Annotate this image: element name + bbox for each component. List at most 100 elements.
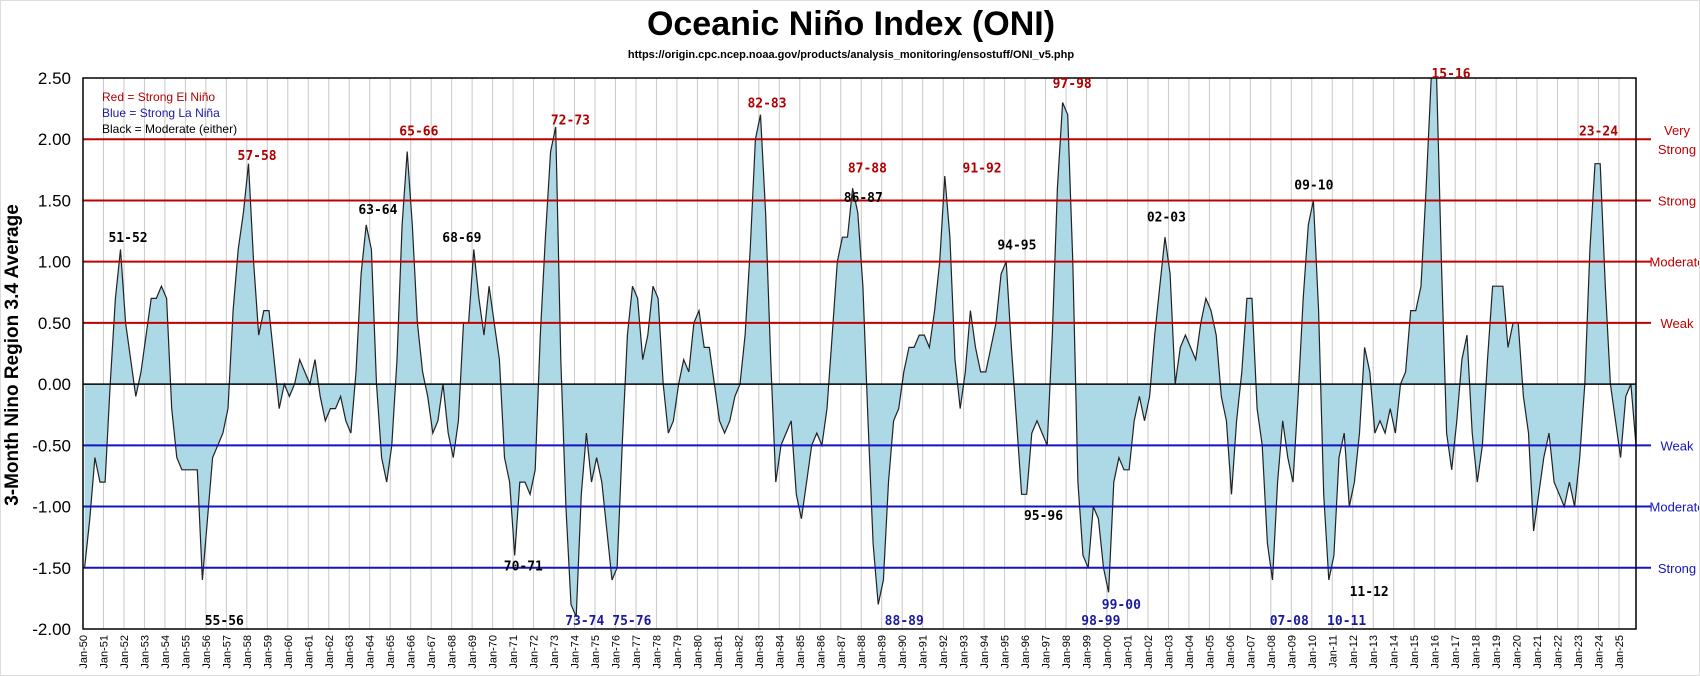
x-tick-label: Jan-72: [529, 635, 541, 669]
x-tick-label: Jan-19: [1491, 635, 1503, 669]
x-tick-label: Jan-70: [488, 635, 500, 669]
threshold-label: Weak: [1661, 438, 1694, 453]
x-tick-label: Jan-97: [1041, 635, 1053, 669]
x-tick-label: Jan-81: [713, 635, 725, 669]
x-tick-label: Jan-23: [1573, 635, 1585, 669]
x-tick-label: Jan-99: [1082, 635, 1094, 669]
y-tick-label: 2.00: [38, 130, 71, 149]
event-label: 75-76: [612, 614, 651, 629]
event-label: 11-12: [1350, 585, 1389, 600]
y-tick-label: 1.50: [38, 191, 71, 210]
x-tick-label: Jan-76: [610, 635, 622, 669]
event-label: 98-99: [1081, 614, 1120, 629]
x-tick-label: Jan-22: [1553, 635, 1565, 669]
x-tick-label: Jan-11: [1327, 635, 1339, 668]
x-tick-label: Jan-93: [959, 635, 971, 669]
x-tick-label: Jan-01: [1122, 635, 1134, 669]
event-label: 51-52: [108, 231, 147, 246]
x-tick-label: Jan-07: [1245, 635, 1257, 669]
x-tick-label: Jan-79: [672, 635, 684, 669]
x-tick-label: Jan-90: [897, 635, 909, 669]
x-tick-label: Jan-18: [1471, 635, 1483, 669]
x-tick-label: Jan-15: [1409, 635, 1421, 669]
x-tick-label: Jan-10: [1307, 635, 1319, 669]
event-label: 10-11: [1327, 614, 1366, 629]
x-tick-label: Jan-04: [1184, 635, 1196, 669]
x-tick-label: Jan-92: [938, 635, 950, 669]
x-tick-label: Jan-25: [1614, 635, 1626, 669]
event-label: 55-56: [205, 614, 244, 629]
x-tick-label: Jan-59: [262, 635, 274, 669]
event-label: 82-83: [747, 96, 786, 111]
x-tick-label: Jan-86: [815, 635, 827, 669]
event-label: 09-10: [1294, 179, 1333, 194]
event-label: 99-00: [1102, 598, 1141, 613]
x-tick-label: Jan-09: [1286, 635, 1298, 669]
event-label: 07-08: [1270, 614, 1309, 629]
x-tick-label: Jan-14: [1389, 635, 1401, 669]
x-tick-label: Jan-58: [242, 635, 254, 669]
x-tick-label: Jan-80: [692, 635, 704, 669]
x-tick-label: Jan-95: [1000, 635, 1012, 669]
x-tick-label: Jan-60: [283, 635, 295, 669]
x-tick-label: Jan-24: [1594, 635, 1606, 669]
x-tick-label: Jan-63: [344, 635, 356, 669]
event-label: 63-64: [358, 203, 397, 218]
legend-entry: Red = Strong El Niño: [102, 90, 215, 104]
x-tick-label: Jan-85: [795, 635, 807, 669]
event-label: 02-03: [1147, 210, 1186, 225]
threshold-label: Moderate: [1650, 500, 1700, 515]
event-label: 95-96: [1024, 509, 1063, 524]
chart-subtitle-url: https://origin.cpc.ncep.noaa.gov/product…: [627, 49, 1075, 61]
event-label: 91-92: [963, 161, 1002, 176]
event-label: 57-58: [238, 149, 277, 164]
chart-title: Oceanic Niño Index (ONI): [646, 5, 1056, 43]
x-tick-label: Jan-71: [508, 635, 520, 669]
event-label: 86-87: [844, 191, 883, 206]
event-label: 68-69: [442, 231, 481, 246]
x-tick-label: Jan-62: [324, 635, 336, 669]
x-tick-label: Jan-69: [467, 635, 479, 669]
x-tick-label: Jan-52: [119, 635, 131, 669]
x-tick-label: Jan-05: [1204, 635, 1216, 669]
x-tick-label: Jan-06: [1225, 635, 1237, 669]
plot-frame: [82, 77, 1637, 630]
threshold-label: Strong: [1658, 193, 1696, 208]
event-label: 97-98: [1053, 77, 1092, 92]
x-tick-label: Jan-02: [1143, 635, 1155, 669]
x-tick-label: Jan-53: [139, 635, 151, 669]
y-tick-label: 1.00: [38, 253, 71, 272]
x-tick-label: Jan-51: [98, 635, 110, 669]
x-tick-label: Jan-66: [406, 635, 418, 669]
x-tick-label: Jan-94: [979, 635, 991, 669]
x-tick-label: Jan-50: [78, 635, 90, 669]
x-tick-label: Jan-96: [1020, 635, 1032, 669]
x-tick-label: Jan-20: [1512, 635, 1524, 669]
x-tick-label: Jan-16: [1430, 635, 1442, 669]
x-tick-label: Jan-91: [918, 635, 930, 669]
x-tick-label: Jan-89: [877, 635, 889, 669]
x-tick-label: Jan-84: [774, 635, 786, 669]
event-label: 70-71: [504, 559, 543, 574]
x-tick-label: Jan-75: [590, 635, 602, 669]
threshold-label: Strong: [1658, 142, 1696, 157]
event-label: 65-66: [399, 125, 438, 140]
event-label: 87-88: [848, 161, 887, 176]
x-tick-label: Jan-74: [570, 635, 582, 669]
threshold-label: Strong: [1658, 561, 1696, 576]
x-tick-label: Jan-56: [201, 635, 213, 669]
legend-entry: Blue = Strong La Niña: [102, 106, 220, 120]
x-tick-label: Jan-57: [221, 635, 233, 669]
event-label: 94-95: [997, 239, 1036, 254]
y-tick-label: -1.50: [32, 559, 71, 578]
event-label: 15-16: [1431, 67, 1470, 82]
x-tick-label: Jan-54: [160, 635, 172, 669]
threshold-label: Very: [1664, 123, 1691, 138]
x-tick-label: Jan-88: [856, 635, 868, 669]
event-label: 88-89: [885, 614, 924, 629]
x-tick-label: Jan-65: [385, 635, 397, 669]
x-tick-label: Jan-61: [303, 635, 315, 669]
event-label: 23-24: [1579, 125, 1618, 140]
x-tick-label: Jan-82: [733, 635, 745, 669]
